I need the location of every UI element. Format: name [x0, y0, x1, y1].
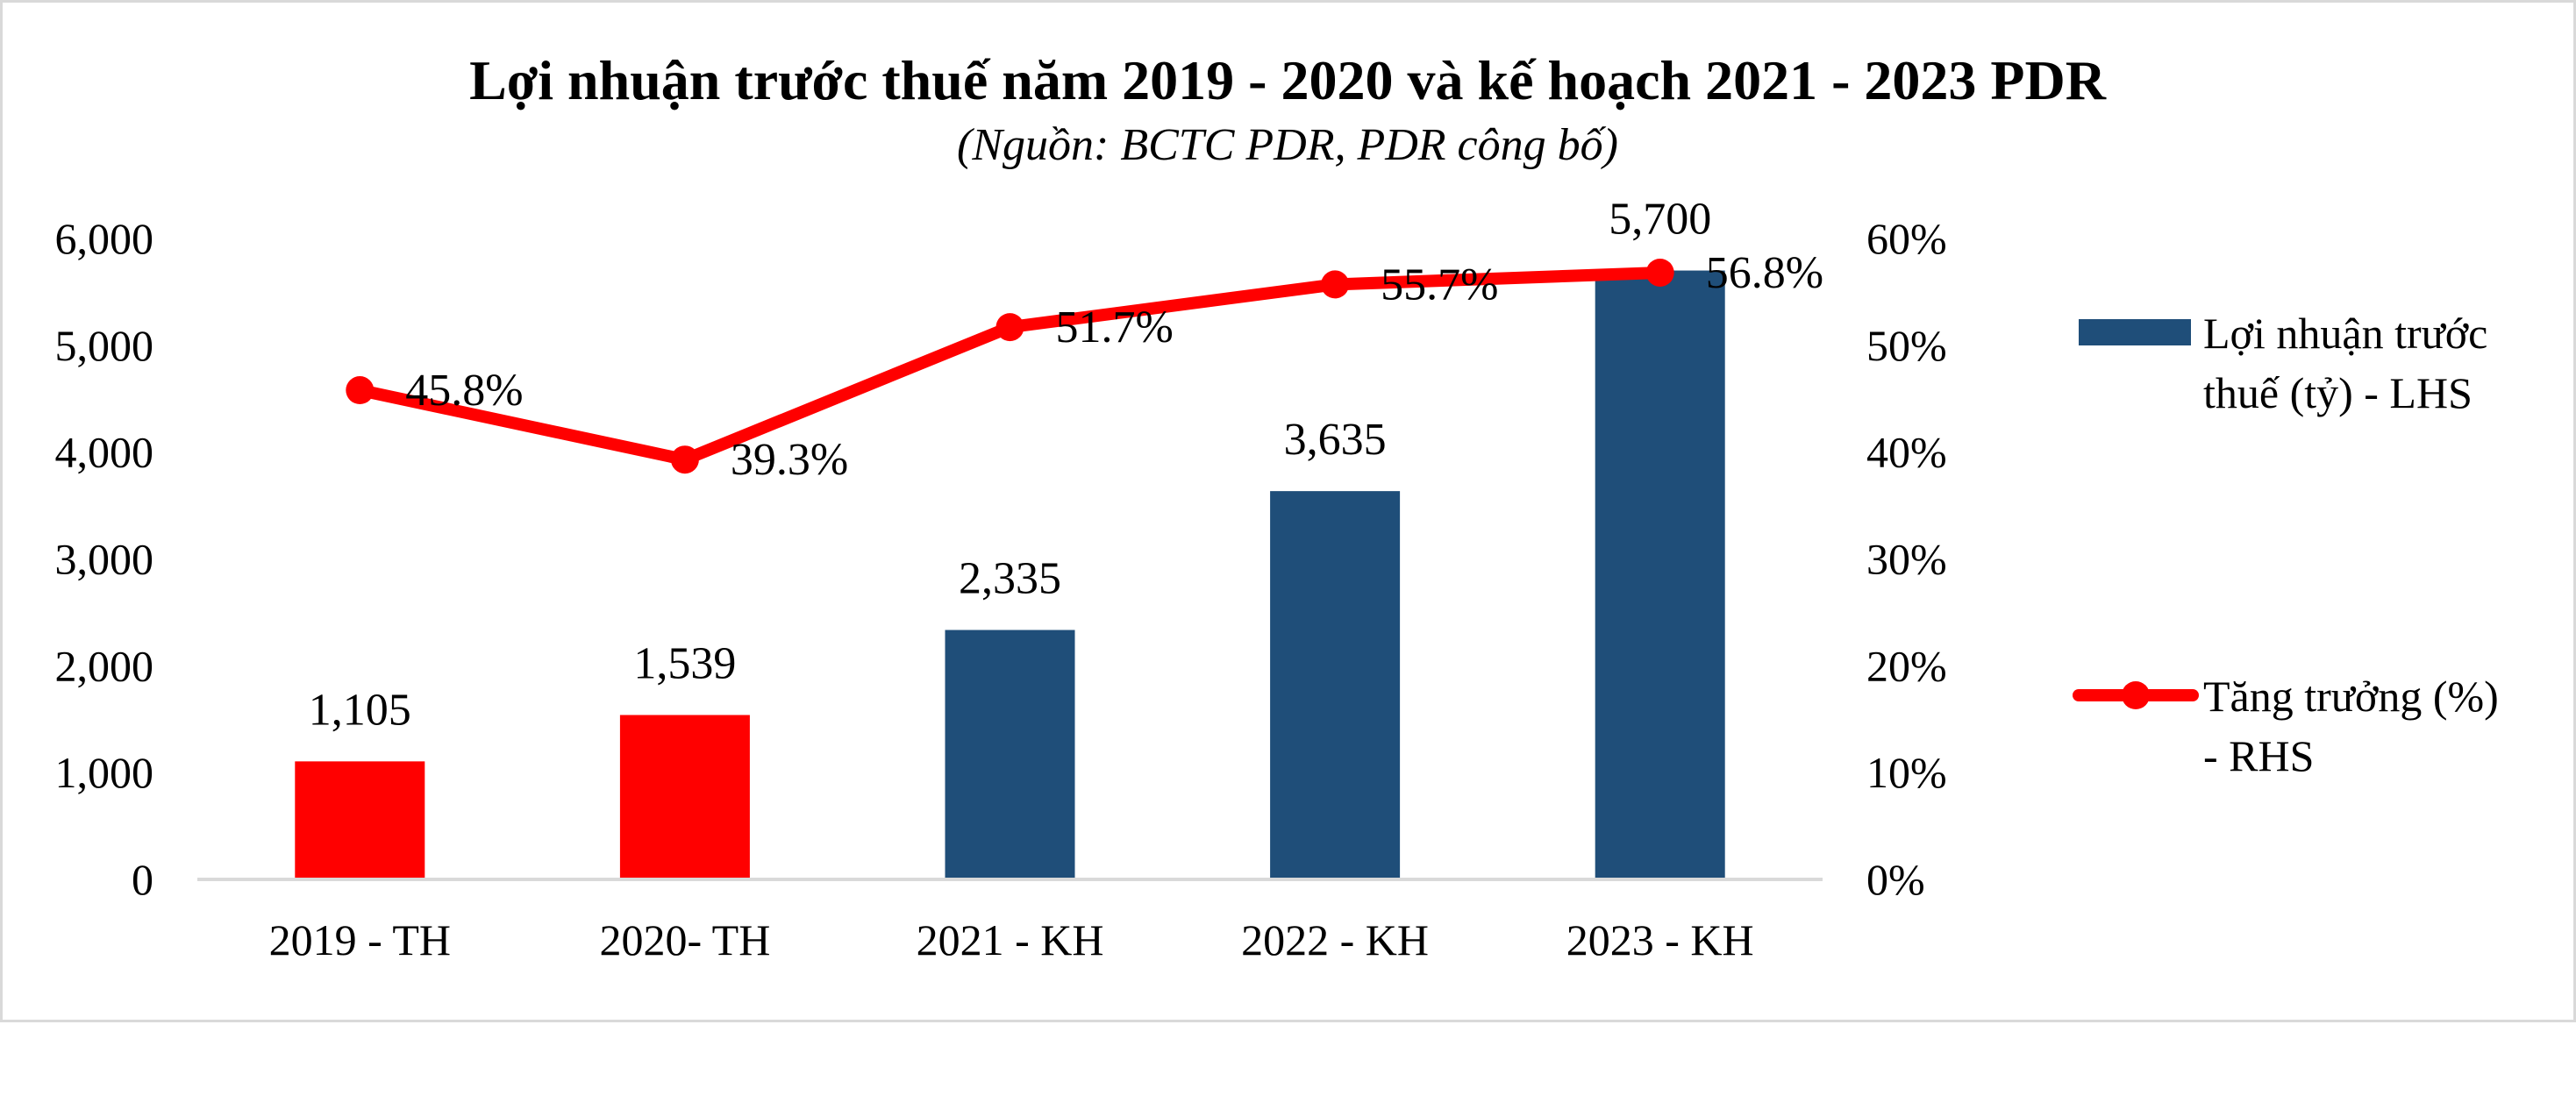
x-tick-label: 2019 - TH — [269, 915, 451, 964]
y-right-tick-label: 60% — [1866, 214, 1947, 263]
legend-bar-swatch — [2079, 319, 2191, 345]
y-left-tick-label: 2,000 — [55, 641, 154, 690]
legend-line-marker — [2122, 681, 2150, 709]
legend-line-label: Tăng trưởng (%) — [2203, 672, 2499, 721]
y-left-tick-label: 1,000 — [55, 748, 154, 797]
y-left-tick-label: 6,000 — [55, 214, 154, 263]
chart-title: Lợi nhuận trước thuế năm 2019 - 2020 và … — [469, 49, 2107, 111]
growth-point — [995, 313, 1024, 342]
y-right-tick-label: 30% — [1866, 535, 1947, 584]
bar — [619, 715, 750, 879]
legend: Lợi nhuận trước thuế (tỷ) - LHS Tăng trưởn… — [2073, 309, 2499, 780]
legend-line-label: - RHS — [2203, 731, 2314, 780]
growth-point — [1645, 258, 1674, 287]
bar — [945, 630, 1075, 879]
bar — [1595, 270, 1725, 879]
x-tick-label: 2020- TH — [599, 915, 770, 964]
growth-point — [346, 376, 375, 405]
growth-value-label: 56.8% — [1706, 248, 1823, 298]
bar-value-label: 5,700 — [1609, 195, 1711, 245]
y-left-tick-label: 0 — [132, 855, 153, 904]
chart-subtitle: (Nguồn: BCTC PDR, PDR công bố) — [957, 120, 1618, 170]
growth-point — [1321, 270, 1350, 299]
bar-value-label: 1,539 — [633, 638, 736, 688]
y-right-tick-label: 0% — [1866, 855, 1925, 904]
bar — [1270, 491, 1401, 879]
y-left-tick-label: 5,000 — [55, 321, 154, 370]
x-tick-label: 2022 - KH — [1241, 915, 1429, 964]
legend-bar-label: Lợi nhuận trước — [2203, 309, 2487, 358]
legend-bar-label: thuế (tỷ) - LHS — [2203, 368, 2473, 417]
y-left-tick-label: 4,000 — [55, 428, 154, 477]
growth-value-label: 39.3% — [731, 435, 848, 485]
growth-value-label: 45.8% — [405, 366, 523, 416]
plot-area: 0 1,000 2,000 3,000 4,000 5,000 6,000 0% 10% 20% 3… — [55, 195, 1947, 964]
growth-value-label: 51.7% — [1056, 302, 1174, 352]
y-right-tick-label: 10% — [1866, 748, 1947, 797]
growth-point — [670, 445, 699, 474]
bar-value-label: 2,335 — [959, 554, 1061, 604]
y-right-tick-label: 20% — [1866, 641, 1947, 690]
growth-value-label: 55.7% — [1381, 260, 1498, 310]
y-left-tick-label: 3,000 — [55, 535, 154, 584]
y-right-tick-label: 50% — [1866, 321, 1947, 370]
bar-value-label: 1,105 — [309, 685, 411, 735]
y-right-tick-label: 40% — [1866, 428, 1947, 477]
bar — [295, 761, 425, 879]
x-tick-label: 2023 - KH — [1566, 915, 1754, 964]
x-tick-label: 2021 - KH — [917, 915, 1104, 964]
bar-value-label: 3,635 — [1284, 415, 1387, 465]
